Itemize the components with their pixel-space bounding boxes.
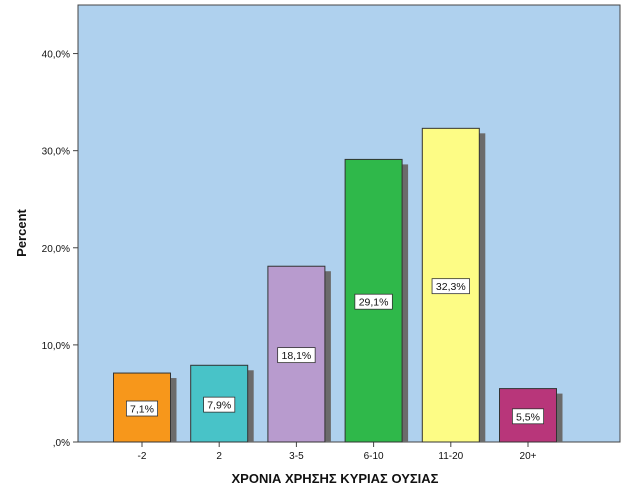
data-label: 32,3% [436, 281, 466, 293]
x-tick-label: -2 [138, 451, 147, 462]
x-axis: -2 2 3-5 6-10 11-20 20+ [138, 442, 537, 462]
y-tick-label: 30,0% [42, 147, 70, 158]
data-label-box [277, 347, 316, 364]
bar [190, 364, 249, 443]
x-tick-label: 6-10 [364, 451, 384, 462]
x-tick-label: 20+ [520, 451, 537, 462]
x-tick-label: 11-20 [438, 451, 463, 462]
data-label-box [126, 400, 159, 417]
data-label: 7,9% [207, 400, 231, 412]
bars-group: 7,1% 7,9% 18,1% 29,1% 32,3% 5,5% [113, 127, 563, 443]
data-label-box [203, 396, 236, 413]
y-axis-label: Percent [14, 208, 29, 256]
x-tick-label: 3-5 [289, 451, 304, 462]
data-label: 18,1% [282, 350, 312, 362]
data-label: 7,1% [130, 404, 154, 416]
y-tick-label: 10,0% [42, 341, 70, 352]
y-tick-label: ,0% [53, 438, 70, 449]
data-label-box [354, 293, 393, 310]
x-tick-label: 2 [216, 451, 222, 462]
y-axis: ,0% 10,0% 20,0% 30,0% 40,0% [42, 50, 78, 449]
y-tick-label: 20,0% [42, 244, 70, 255]
x-axis-label: ΧΡΟΝΙΑ ΧΡΗΣΗΣ ΚΥΡΙΑΣ ΟΥΣΙΑΣ [232, 471, 439, 486]
data-label: 29,1% [359, 297, 389, 309]
data-label-box [512, 408, 545, 425]
data-label-box [431, 278, 470, 295]
data-label: 5,5% [516, 411, 540, 423]
y-tick-label: 40,0% [42, 50, 70, 61]
